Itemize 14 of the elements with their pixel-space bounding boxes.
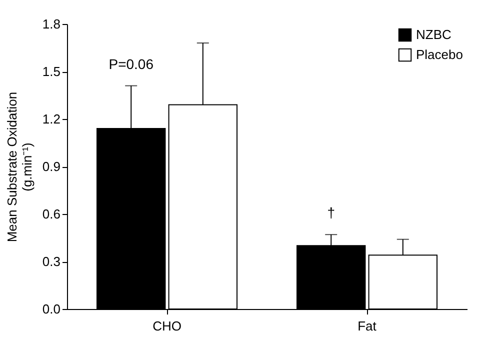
y-tick-label: 0.3 xyxy=(42,254,60,269)
y-tick-label: 1.8 xyxy=(42,16,60,32)
x-tick-label: Fat xyxy=(358,318,377,334)
y-tick-label: 0.0 xyxy=(42,302,60,316)
annotation: † xyxy=(327,204,335,221)
x-tick-label: CHO xyxy=(152,318,182,334)
annotation: P=0.06 xyxy=(108,56,154,72)
legend-label: NZBC xyxy=(416,27,452,42)
y-tick-label: 0.6 xyxy=(42,206,60,222)
y-tick-label: 1.2 xyxy=(42,112,60,126)
legend-label: Placebo xyxy=(416,47,463,62)
y-tick-label: 1.5 xyxy=(42,64,60,79)
y-tick-label: 0.9 xyxy=(42,159,60,174)
y-axis-title: Mean Substrate Oxidation (g.min⁻¹) xyxy=(4,92,34,242)
